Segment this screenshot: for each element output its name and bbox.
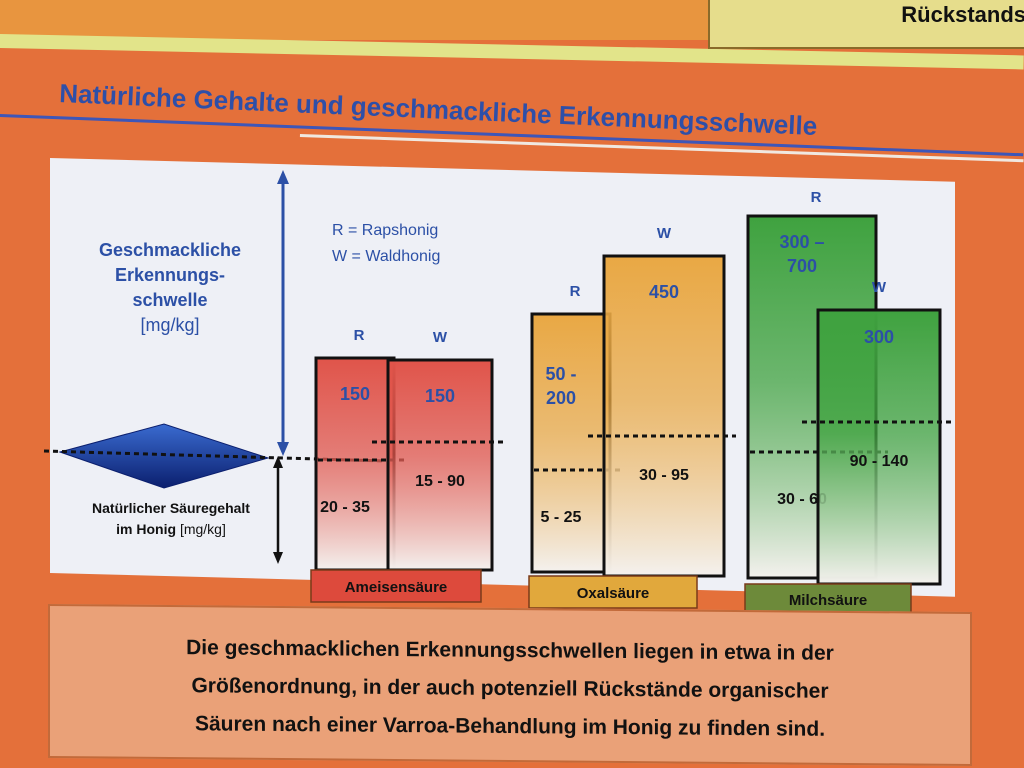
series-tag: R bbox=[811, 189, 822, 206]
threshold-value-label: 300 bbox=[864, 327, 894, 347]
bar-ameisensäure-w bbox=[386, 358, 494, 572]
natural-value-label: 20 - 35 bbox=[320, 499, 370, 516]
threshold-value-label: 50 - bbox=[545, 364, 576, 384]
bar-oxalsäure-r bbox=[530, 312, 612, 574]
threshold-arrow-up-head bbox=[277, 170, 289, 184]
category-label-box bbox=[744, 583, 912, 615]
category-label-box bbox=[310, 569, 482, 603]
threshold-arrow-down-head bbox=[277, 442, 289, 456]
threshold-value-label: 700 bbox=[787, 256, 817, 276]
legend: R = Rapshonig W = Waldhonig bbox=[332, 218, 440, 270]
y-label-line3: schwelle bbox=[132, 290, 208, 310]
y-label-line1: Geschmackliche bbox=[98, 240, 242, 260]
natural-content-label: Natürlicher Säuregehalt im Honig [mg/kg] bbox=[56, 498, 286, 540]
y-label-line2: Erkennungs- bbox=[114, 265, 225, 285]
corner-label: Rückstands bbox=[901, 2, 1024, 27]
category-label-box bbox=[528, 575, 698, 609]
series-tag: W bbox=[657, 225, 672, 242]
bar-milchsäure-w bbox=[816, 308, 942, 586]
series-tag: W bbox=[433, 329, 448, 346]
threshold-value-label: 300 – bbox=[779, 232, 824, 252]
note-text: Die geschmacklichen Erkennungsschwellen … bbox=[50, 628, 970, 750]
note-box: Die geschmacklichen Erkennungsschwellen … bbox=[48, 603, 972, 767]
y-label-unit: [mg/kg] bbox=[140, 315, 200, 335]
natural-label-unit: [mg/kg] bbox=[179, 521, 226, 537]
corner-panel: Rückstands bbox=[708, 0, 1024, 49]
natural-arrow-down-head bbox=[273, 552, 283, 564]
natural-value-label: 30 - 60 bbox=[777, 491, 827, 508]
threshold-value-label: 150 bbox=[425, 386, 455, 406]
note-line1: Die geschmacklichen Erkennungsschwellen … bbox=[186, 636, 834, 665]
legend-item-w: W = Waldhonig bbox=[332, 248, 441, 265]
note-line3: Säuren nach einer Varroa-Behandlung im H… bbox=[194, 712, 826, 741]
series-tag: R bbox=[570, 283, 581, 300]
threshold-value-label: 450 bbox=[649, 282, 679, 302]
natural-value-label: 15 - 90 bbox=[415, 473, 465, 490]
threshold-dotted-line bbox=[43, 449, 386, 463]
bar-oxalsäure-w bbox=[602, 254, 726, 578]
series-tag: W bbox=[872, 279, 887, 296]
category-label: Milchsäure bbox=[789, 592, 867, 609]
y-axis-label: Geschmackliche Erkennungs- schwelle [mg/… bbox=[70, 238, 270, 338]
category-label: Ameisensäure bbox=[345, 579, 448, 596]
natural-arrow-up-head bbox=[273, 456, 283, 468]
category-label: Oxalsäure bbox=[577, 585, 650, 602]
natural-value-label: 5 - 25 bbox=[541, 509, 582, 526]
natural-label-line2: im Honig bbox=[116, 521, 177, 537]
natural-value-label: 90 - 140 bbox=[850, 453, 909, 470]
threshold-value-label: 200 bbox=[546, 388, 576, 408]
natural-label-line1: Natürlicher Säuregehalt bbox=[92, 500, 250, 516]
legend-item-r: R = Rapshonig bbox=[332, 222, 439, 239]
threshold-value-label: 150 bbox=[340, 384, 370, 404]
series-tag: R bbox=[354, 327, 365, 344]
natural-value-label: 30 - 95 bbox=[639, 467, 689, 484]
